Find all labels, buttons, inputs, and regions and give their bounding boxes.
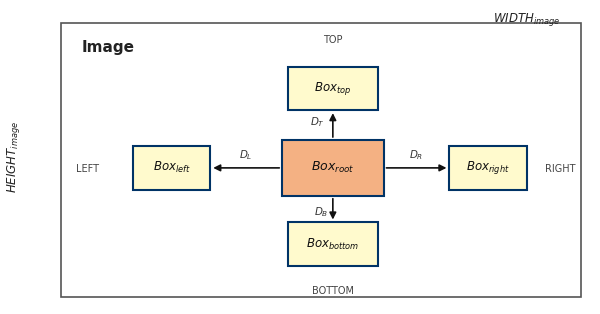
Text: $D_B$: $D_B$: [314, 205, 328, 219]
FancyBboxPatch shape: [288, 67, 377, 110]
Text: $Box_{top}$: $Box_{top}$: [314, 80, 352, 97]
Text: $WIDTH_{image}$: $WIDTH_{image}$: [493, 11, 560, 28]
Text: LEFT: LEFT: [76, 165, 100, 175]
FancyBboxPatch shape: [288, 222, 377, 266]
Text: $Box_{root}$: $Box_{root}$: [311, 160, 355, 176]
FancyBboxPatch shape: [449, 146, 527, 190]
Text: $D_L$: $D_L$: [239, 149, 253, 162]
FancyBboxPatch shape: [282, 140, 383, 196]
Text: TOP: TOP: [323, 35, 343, 45]
Text: Image: Image: [82, 40, 135, 55]
Text: $D_T$: $D_T$: [310, 115, 325, 129]
FancyBboxPatch shape: [61, 23, 581, 297]
Text: $D_R$: $D_R$: [409, 149, 424, 162]
Text: $HEIGHT_{image}$: $HEIGHT_{image}$: [5, 121, 22, 193]
FancyBboxPatch shape: [133, 146, 211, 190]
Text: RIGHT: RIGHT: [545, 165, 575, 175]
Text: BOTTOM: BOTTOM: [312, 286, 354, 296]
Text: $Box_{right}$: $Box_{right}$: [466, 160, 510, 176]
Text: $Box_{left}$: $Box_{left}$: [152, 160, 191, 176]
Text: $Box_{bottom}$: $Box_{bottom}$: [306, 236, 359, 252]
